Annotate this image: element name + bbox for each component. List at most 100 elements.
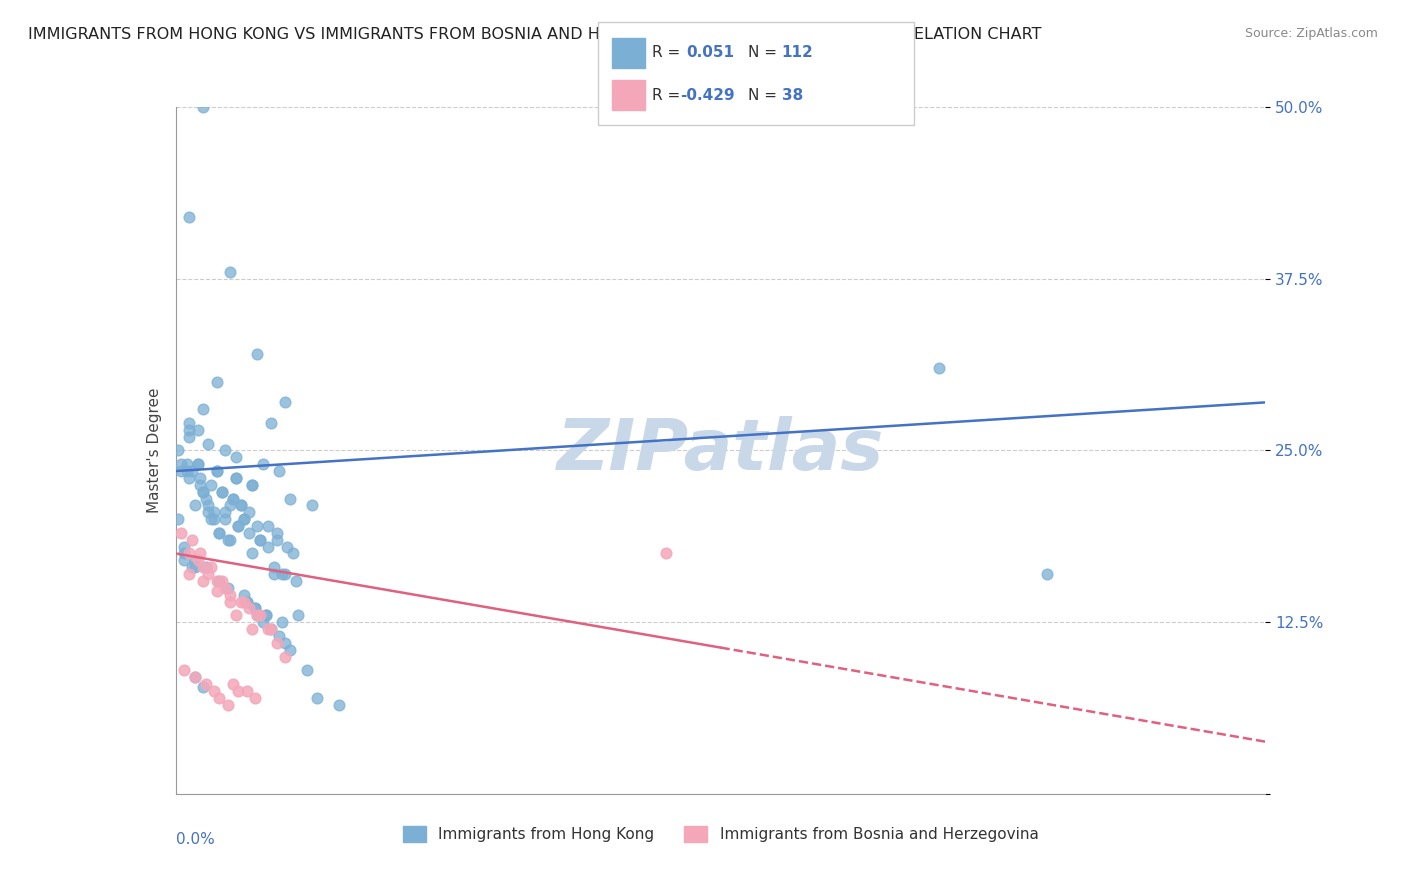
Point: [260, 416, 283, 430]
Point: [179, 416, 201, 430]
Point: [254, 608, 277, 623]
Point: [197, 567, 219, 582]
Point: [202, 512, 225, 526]
Point: [222, 677, 245, 691]
Point: [246, 608, 269, 623]
Point: [188, 471, 211, 485]
Point: [173, 540, 195, 554]
Point: [186, 423, 209, 437]
Point: [246, 608, 269, 623]
Point: [200, 512, 222, 526]
Point: [238, 525, 260, 540]
Point: [254, 608, 277, 623]
Point: [235, 594, 257, 608]
Text: N =: N =: [748, 87, 782, 103]
Point: [246, 347, 269, 361]
Point: [208, 690, 231, 705]
Point: [257, 519, 280, 533]
Point: [240, 622, 263, 636]
Point: [217, 533, 239, 547]
Point: [208, 574, 231, 588]
Point: [231, 499, 253, 513]
Point: [170, 525, 193, 540]
Point: [274, 636, 297, 650]
Point: [252, 615, 274, 630]
Point: [188, 478, 211, 492]
Point: [205, 375, 228, 389]
Point: [197, 436, 219, 450]
Point: [173, 553, 195, 567]
Point: [269, 629, 291, 643]
Point: [274, 395, 297, 409]
Point: [170, 457, 193, 471]
Text: 0.051: 0.051: [686, 45, 734, 60]
Point: [225, 608, 247, 623]
Point: [235, 594, 257, 608]
Point: [167, 512, 190, 526]
Point: [179, 546, 201, 561]
Point: [208, 525, 231, 540]
Point: [257, 622, 280, 636]
Point: [249, 533, 271, 547]
Point: [284, 574, 307, 588]
Point: [1036, 567, 1059, 582]
Point: [219, 265, 242, 279]
Text: 0.0%: 0.0%: [176, 831, 215, 847]
Point: [205, 464, 228, 478]
Point: [263, 560, 285, 574]
Point: [243, 601, 266, 615]
Point: [249, 533, 271, 547]
Point: [194, 560, 217, 574]
Point: [211, 484, 233, 499]
Point: [271, 567, 294, 582]
Point: [243, 601, 266, 615]
Text: -0.429: -0.429: [681, 87, 735, 103]
Point: [231, 594, 253, 608]
Point: [211, 484, 233, 499]
Point: [186, 457, 209, 471]
Point: [240, 478, 263, 492]
Point: [176, 457, 198, 471]
Point: [170, 464, 193, 478]
Point: [167, 443, 190, 458]
Point: [246, 519, 269, 533]
Point: [266, 533, 288, 547]
Point: [266, 636, 288, 650]
Point: [232, 594, 254, 608]
Point: [214, 505, 236, 519]
Point: [232, 512, 254, 526]
Point: [243, 690, 266, 705]
Point: [222, 491, 245, 506]
Point: [260, 622, 283, 636]
Point: [232, 512, 254, 526]
Point: [186, 457, 209, 471]
Text: 38: 38: [782, 87, 803, 103]
Point: [191, 560, 214, 574]
Point: [228, 683, 250, 698]
Point: [328, 698, 350, 712]
Point: [278, 491, 301, 506]
Point: [211, 574, 233, 588]
Point: [274, 649, 297, 664]
Point: [173, 546, 195, 561]
Text: Source: ZipAtlas.com: Source: ZipAtlas.com: [1244, 27, 1378, 40]
Point: [176, 464, 198, 478]
Point: [214, 512, 236, 526]
Point: [194, 677, 217, 691]
Point: [252, 457, 274, 471]
Point: [202, 505, 225, 519]
Point: [184, 553, 207, 567]
Point: [219, 588, 242, 602]
Point: [219, 533, 242, 547]
Point: [219, 499, 242, 513]
Point: [188, 546, 211, 561]
Y-axis label: Master's Degree: Master's Degree: [146, 388, 162, 513]
Point: [179, 210, 201, 224]
Text: R =: R =: [652, 87, 686, 103]
Point: [238, 601, 260, 615]
Text: 112: 112: [782, 45, 814, 60]
Point: [225, 450, 247, 465]
Point: [179, 471, 201, 485]
Point: [184, 560, 207, 574]
Point: [191, 574, 214, 588]
